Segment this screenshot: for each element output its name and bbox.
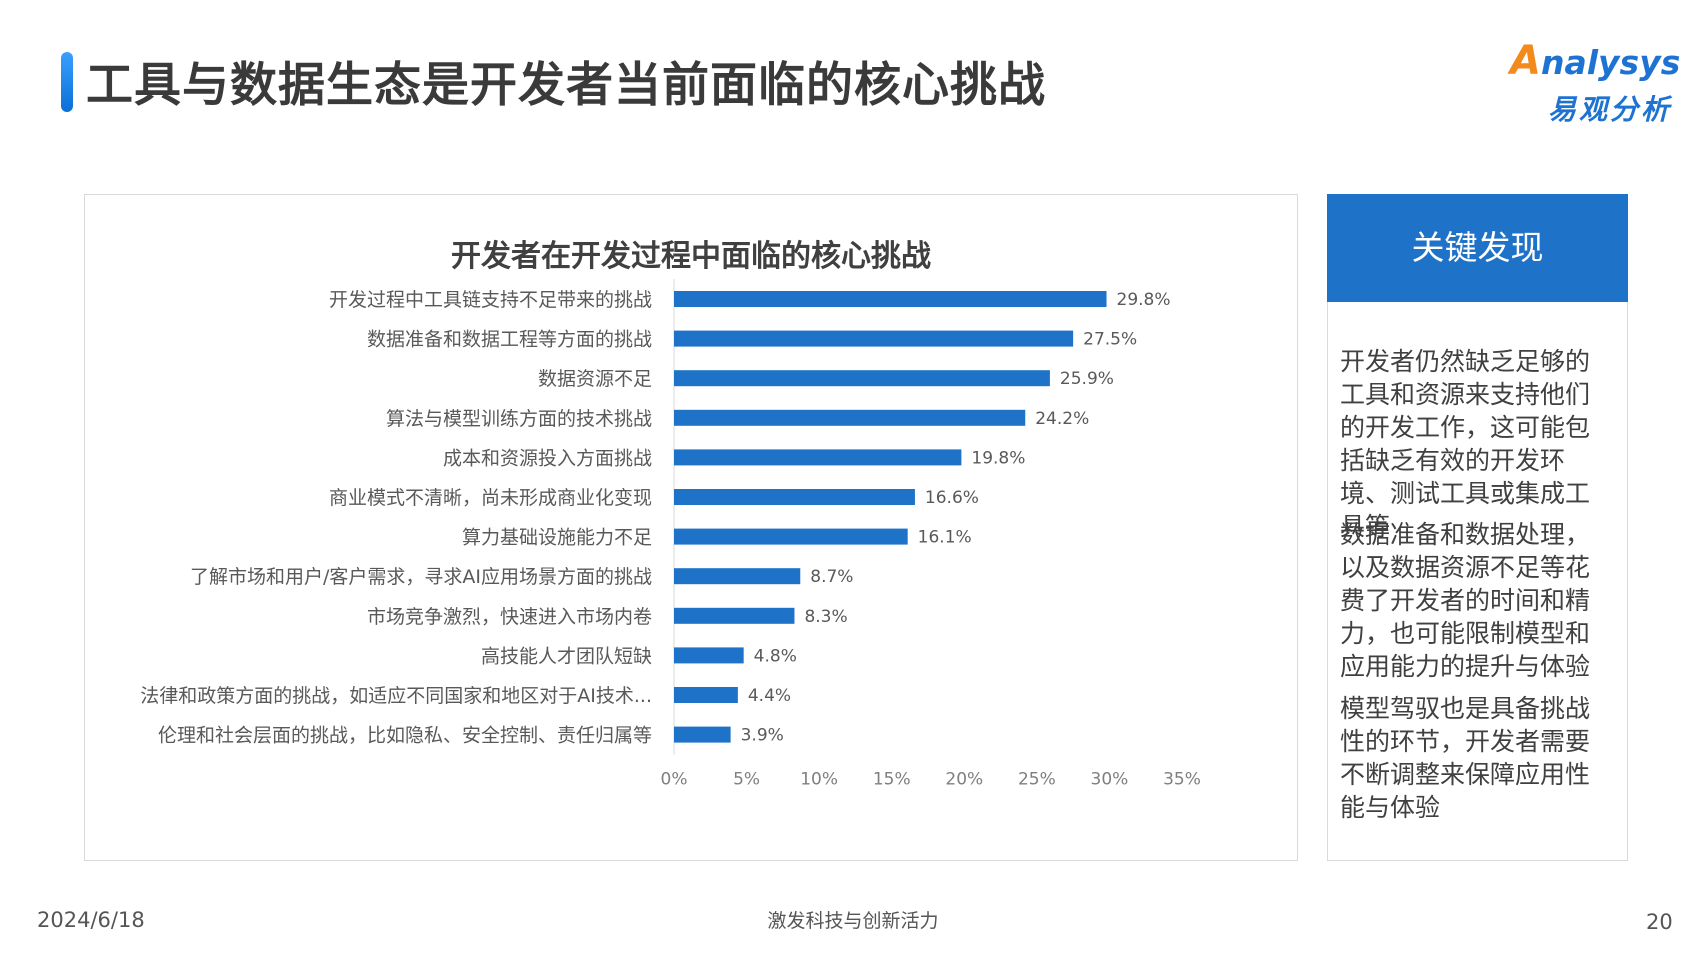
bar <box>674 687 738 703</box>
logo-cn-text: 易观分析 <box>1548 93 1673 126</box>
data-label: 27.5% <box>1083 330 1137 350</box>
category-label: 算力基础设施能力不足 <box>462 527 652 549</box>
category-label: 了解市场和用户/客户需求，寻求AI应用场景方面的挑战 <box>190 566 652 588</box>
x-tick-label: 25% <box>1018 770 1056 790</box>
x-tick-label: 30% <box>1091 770 1129 790</box>
data-label: 16.6% <box>925 488 979 508</box>
bar <box>674 726 731 743</box>
bar <box>674 568 801 585</box>
analysys-logo: Analysys 易观分析 <box>1510 38 1690 128</box>
category-label: 商业模式不清晰，尚未形成商业化变现 <box>329 487 652 509</box>
bar <box>674 409 1026 426</box>
data-label: 24.2% <box>1035 409 1089 429</box>
finding-paragraph-2: 数据准备和数据处理，以及数据资源不足等花费了开发者的时间和精力，也可能限制模型和… <box>1340 520 1591 681</box>
footer-slogan: 激发科技与创新活力 <box>767 910 939 932</box>
finding-paragraph-1: 开发者仍然缺乏足够的工具和资源来支持他们的开发工作，这可能包括缺乏有效的开发环境… <box>1340 347 1591 541</box>
page-number: 20 <box>1646 910 1673 934</box>
category-label: 开发过程中工具链支持不足带来的挑战 <box>329 289 652 311</box>
data-label: 4.4% <box>748 686 791 706</box>
data-label: 3.9% <box>741 726 784 746</box>
bar <box>674 528 908 545</box>
data-label: 8.3% <box>804 607 847 627</box>
x-tick-label: 35% <box>1163 770 1201 790</box>
category-label: 算法与模型训练方面的技术挑战 <box>386 408 652 430</box>
data-label: 16.1% <box>918 528 972 548</box>
chart-panel: 开发者在开发过程中面临的核心挑战 开发过程中工具链支持不足带来的挑战 29.8% 数… <box>84 194 1298 861</box>
data-label: 19.8% <box>971 448 1025 468</box>
category-label: 成本和资源投入方面挑战 <box>443 447 652 469</box>
finding-paragraph-3: 模型驾驭也是具备挑战性的环节，开发者需要不断调整来保障应用性能与体验 <box>1340 694 1591 822</box>
bar-chart: 开发过程中工具链支持不足带来的挑战 29.8% 数据准备和数据工程等方面的挑战 27.… <box>140 279 1201 790</box>
x-tick-label: 15% <box>873 770 911 790</box>
data-label: 8.7% <box>810 567 853 587</box>
category-label: 数据资源不足 <box>538 368 652 390</box>
bar <box>674 330 1074 347</box>
x-tick-label: 5% <box>733 770 760 790</box>
data-label: 29.8% <box>1117 290 1171 310</box>
key-findings-panel: 关键发现 开发者仍然缺乏足够的工具和资源来支持他们的开发工作，这可能包括缺乏有效… <box>1327 194 1628 861</box>
x-tick-label: 10% <box>800 770 838 790</box>
bar <box>674 291 1107 307</box>
bar <box>674 489 915 505</box>
x-tick-label: 20% <box>945 770 983 790</box>
category-label: 伦理和社会层面的挑战，比如隐私、安全控制、责任归属等 <box>158 725 652 747</box>
bar <box>674 370 1050 387</box>
data-label: 4.8% <box>754 646 797 666</box>
footer-date: 2024/6/18 <box>37 908 145 932</box>
x-tick-label: 0% <box>661 770 688 790</box>
category-label: 高技能人才团队短缺 <box>481 645 652 667</box>
key-findings-header: 关键发现 <box>1327 194 1628 302</box>
page-title: 工具与数据生态是开发者当前面临的核心挑战 <box>86 58 1046 113</box>
bar <box>674 607 795 624</box>
title-accent-bar <box>61 52 73 112</box>
chart-title: 开发者在开发过程中面临的核心挑战 <box>451 239 931 274</box>
bar <box>674 449 962 466</box>
bar <box>674 647 744 664</box>
category-label: 法律和政策方面的挑战，如适应不同国家和地区对于AI技术... <box>140 685 652 707</box>
category-label: 数据准备和数据工程等方面的挑战 <box>367 329 652 351</box>
category-label: 市场竞争激烈，快速进入市场内卷 <box>367 606 652 628</box>
logo-wordmark: Analysys <box>1510 38 1681 84</box>
data-label: 25.9% <box>1060 369 1114 389</box>
